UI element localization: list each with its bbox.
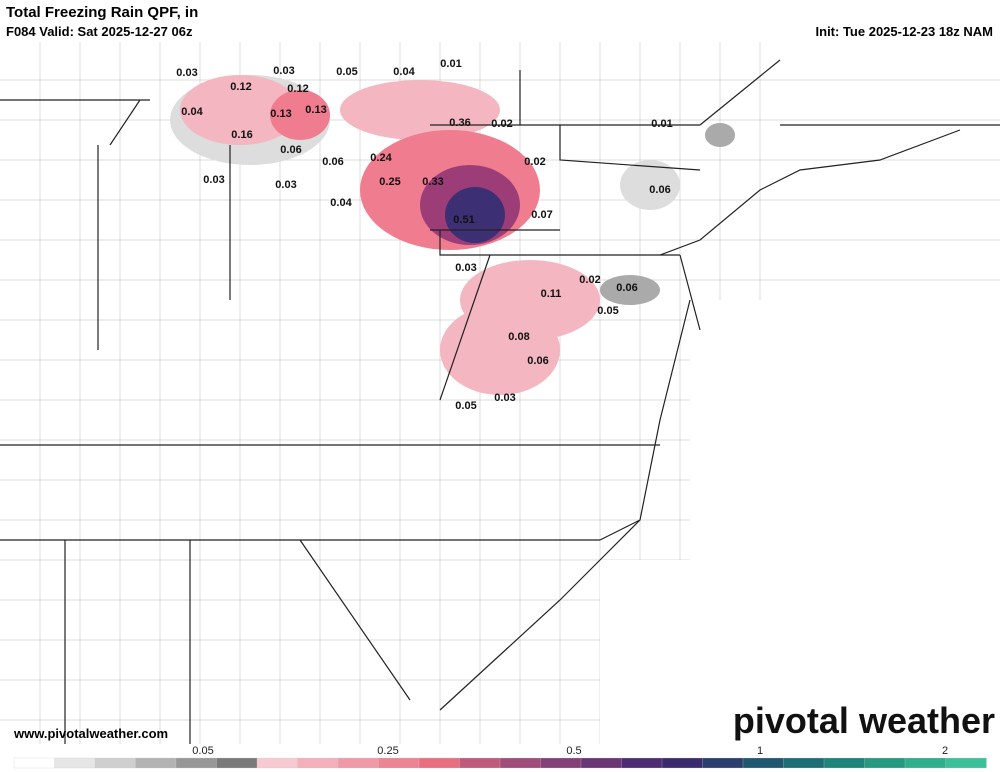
value-label: 0.12 xyxy=(287,83,308,95)
colorbar-swatch xyxy=(216,757,258,769)
colorbar-swatch xyxy=(135,757,177,769)
colorbar-swatch xyxy=(256,757,299,769)
value-label: 0.01 xyxy=(440,58,461,70)
value-label: 0.02 xyxy=(491,118,512,130)
colorbar-swatch xyxy=(378,757,420,769)
value-label: 0.24 xyxy=(370,152,392,164)
value-label: 0.03 xyxy=(455,262,476,274)
value-label: 0.04 xyxy=(181,106,203,118)
value-label: 0.05 xyxy=(336,66,357,78)
precip-shading xyxy=(170,75,735,395)
logo: pivotal weather xyxy=(733,700,995,741)
value-label: 0.16 xyxy=(231,129,252,141)
value-label: 0.08 xyxy=(508,331,529,343)
value-label: 0.03 xyxy=(273,65,294,77)
website: www.pivotalweather.com xyxy=(13,726,168,741)
value-label: 0.33 xyxy=(422,176,443,188)
value-label: 0.51 xyxy=(453,214,474,226)
colorbar-swatch xyxy=(783,757,825,769)
colorbar-swatch xyxy=(418,757,461,769)
colorbar-swatch xyxy=(459,757,501,769)
value-label: 0.07 xyxy=(531,209,552,221)
colorbar-swatch xyxy=(499,757,542,769)
map-title: Total Freezing Rain QPF, in xyxy=(6,4,198,21)
value-label: 0.11 xyxy=(541,288,562,300)
colorbar-swatch xyxy=(742,757,785,769)
value-label: 0.03 xyxy=(275,179,296,191)
colorbar-label: 1 xyxy=(757,745,763,757)
value-label: 0.05 xyxy=(597,305,618,317)
colorbar-swatch xyxy=(94,757,137,769)
label-layer: 0.03 0.12 0.03 0.12 0.05 0.04 0.01 0.04 0.13 0.13… xyxy=(176,58,672,412)
colorbar-swatch xyxy=(297,757,339,769)
colorbar-swatch xyxy=(337,757,380,769)
value-label: 0.25 xyxy=(379,176,400,188)
value-label: 0.03 xyxy=(203,174,224,186)
colorbar-swatch xyxy=(904,757,947,769)
value-label: 0.03 xyxy=(494,392,515,404)
value-label: 0.06 xyxy=(649,184,670,196)
value-label: 0.02 xyxy=(579,274,600,286)
colorbar: 0.05 0.25 0.5 1 2 xyxy=(13,745,987,769)
colorbar-swatch xyxy=(702,757,744,769)
value-label: 0.03 xyxy=(176,67,197,79)
colorbar-label: 0.05 xyxy=(192,745,213,757)
value-label: 0.01 xyxy=(651,118,672,130)
value-label: 0.36 xyxy=(449,117,470,129)
colorbar-swatch xyxy=(54,757,96,769)
colorbar-swatch xyxy=(661,757,704,769)
value-label: 0.06 xyxy=(616,282,637,294)
county-grid xyxy=(0,42,1000,744)
colorbar-label: 2 xyxy=(942,745,948,757)
value-label: 0.12 xyxy=(230,81,251,93)
colorbar-swatch xyxy=(823,757,866,769)
value-label: 0.04 xyxy=(393,66,415,78)
colorbar-swatch xyxy=(864,757,906,769)
init-time: Init: Tue 2025-12-23 18z NAM xyxy=(816,24,993,39)
value-label: 0.04 xyxy=(330,197,352,209)
valid-time: F084 Valid: Sat 2025-12-27 06z xyxy=(6,24,193,39)
colorbar-swatch xyxy=(621,757,663,769)
colorbar-swatch xyxy=(580,757,623,769)
value-label: 0.13 xyxy=(305,104,326,116)
value-label: 0.05 xyxy=(455,400,476,412)
state-borders xyxy=(0,59,1000,744)
value-label: 0.06 xyxy=(527,355,548,367)
colorbar-swatch xyxy=(945,757,987,769)
colorbar-swatch xyxy=(175,757,218,769)
colorbar-swatch xyxy=(540,757,582,769)
value-label: 0.06 xyxy=(280,144,301,156)
value-label: 0.02 xyxy=(524,156,545,168)
colorbar-label: 0.5 xyxy=(566,745,581,757)
colorbar-label: 0.25 xyxy=(377,745,398,757)
header-band xyxy=(0,0,1000,42)
value-label: 0.13 xyxy=(270,108,291,120)
value-label: 0.06 xyxy=(322,156,343,168)
colorbar-swatch xyxy=(13,757,56,769)
